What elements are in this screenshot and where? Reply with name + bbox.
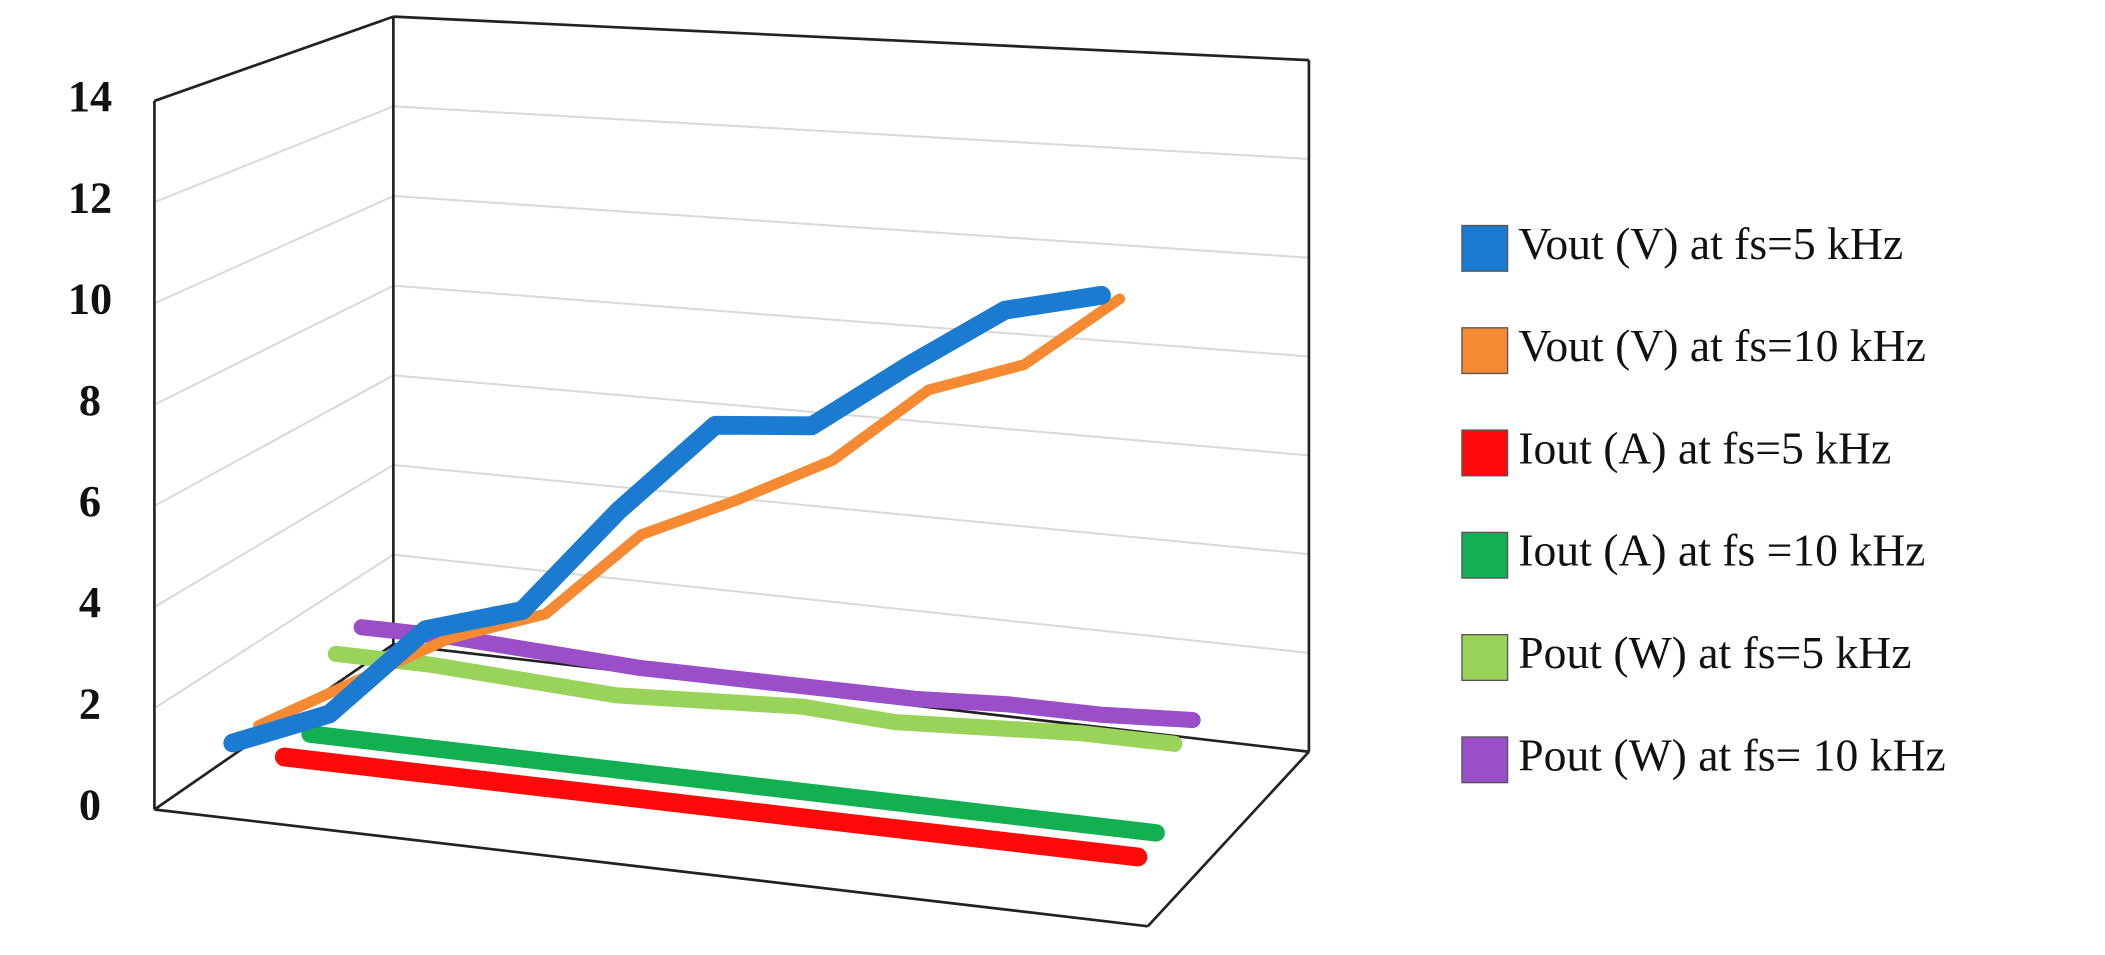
axis-line bbox=[154, 808, 1148, 928]
grid-line bbox=[153, 374, 1309, 507]
grid-line bbox=[153, 284, 1309, 406]
axis-line bbox=[1146, 750, 1310, 928]
series-line bbox=[327, 645, 1183, 752]
legend-swatch bbox=[1461, 429, 1509, 477]
series-line bbox=[353, 619, 1201, 729]
series-line bbox=[274, 747, 1148, 867]
y-tick-label: 6 bbox=[79, 477, 101, 526]
legend-swatch bbox=[1461, 736, 1509, 784]
legend-swatch bbox=[1461, 531, 1509, 579]
legend-swatch bbox=[1461, 634, 1509, 682]
y-tick-label: 2 bbox=[79, 679, 101, 728]
legend-label: Vout (V) at fs=10 kHz bbox=[1518, 320, 1926, 371]
legend-label: Pout (W) at fs= 10 kHz bbox=[1518, 729, 1945, 780]
y-tick-label: 4 bbox=[79, 578, 101, 627]
legend-label: Vout (V) at fs=5 kHz bbox=[1518, 218, 1903, 269]
legend-label: Pout (W) at fs=5 kHz bbox=[1518, 627, 1911, 678]
grid-line bbox=[153, 463, 1310, 608]
legend-label: Iout (A) at fs=5 kHz bbox=[1518, 422, 1891, 473]
y-tick-label: 0 bbox=[79, 781, 101, 830]
series-line bbox=[301, 725, 1165, 842]
legend-swatch bbox=[1461, 224, 1509, 272]
series-line bbox=[223, 285, 1111, 753]
axis-line bbox=[153, 15, 394, 103]
y-tick-label: 14 bbox=[68, 72, 112, 121]
grid-line bbox=[154, 15, 1309, 102]
grid-line bbox=[154, 194, 1309, 305]
y-tick-label: 10 bbox=[68, 275, 112, 324]
axis-line bbox=[393, 15, 1309, 62]
legend-label: Iout (A) at fs =10 kHz bbox=[1518, 525, 1925, 576]
grid-line bbox=[154, 105, 1309, 204]
y-tick-label: 8 bbox=[79, 376, 101, 425]
y-tick-label: 12 bbox=[68, 173, 112, 222]
legend-swatch bbox=[1461, 327, 1509, 375]
